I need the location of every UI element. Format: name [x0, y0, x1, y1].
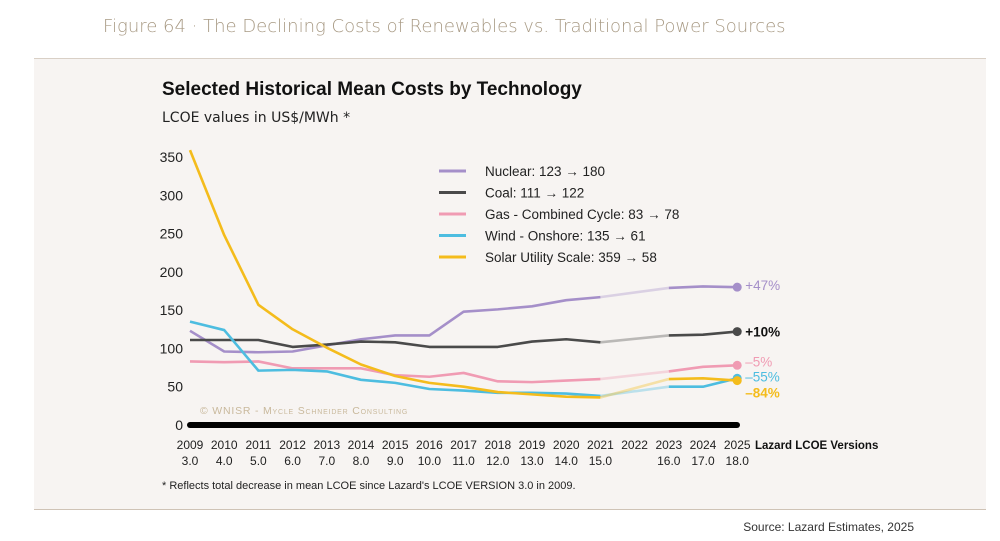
x-tick-label: 2016	[416, 438, 443, 452]
version-label: 8.0	[353, 454, 370, 468]
series-change-label: –55%	[745, 369, 780, 384]
x-tick-label: 2017	[450, 438, 477, 452]
version-label: 9.0	[387, 454, 404, 468]
x-tick-label: 2025	[724, 438, 751, 452]
y-tick-label: 300	[160, 187, 184, 203]
version-label: 6.0	[284, 454, 301, 468]
series-projection-segment	[600, 334, 669, 344]
chart-subtitle: LCOE values in US$/MWh *	[162, 110, 350, 126]
version-label: 12.0	[486, 454, 510, 468]
x-tick-label: 2021	[587, 438, 614, 452]
version-label: 5.0	[250, 454, 267, 468]
x-tick-label: 2014	[348, 438, 375, 452]
footnote: * Reflects total decrease in mean LCOE s…	[162, 480, 576, 492]
y-tick-label: 350	[160, 149, 184, 165]
series-line-3	[189, 320, 601, 398]
x-tick-label: 2015	[382, 438, 409, 452]
legend-entry: Wind - Onshore: 135 → 61	[485, 229, 646, 244]
x-tick-label: 2012	[279, 438, 306, 452]
version-label: 7.0	[318, 454, 335, 468]
series-projection-segment	[600, 385, 669, 398]
version-label: 11.0	[452, 454, 475, 468]
series-projection-segment	[600, 370, 669, 381]
series-change-label: +10%	[745, 325, 780, 340]
x-tick-label: 2010	[211, 438, 238, 452]
legend-entry: Nuclear: 123 → 180	[485, 164, 605, 179]
version-label: 18.0	[726, 454, 750, 468]
series-line-recent-4	[668, 376, 738, 382]
figure-title: Figure 64 · The Declining Costs of Renew…	[103, 16, 786, 37]
y-tick-label: 0	[175, 417, 183, 433]
chart-title: Selected Historical Mean Costs by Techno…	[162, 79, 582, 100]
series-end-marker	[732, 282, 742, 292]
legend-entry: Gas - Combined Cycle: 83 → 78	[485, 207, 679, 222]
watermark: © WNISR - Mycle Schneider Consulting	[200, 405, 408, 417]
series-line-0	[189, 295, 601, 354]
series-end-marker	[732, 376, 742, 386]
series-change-label: –5%	[745, 354, 772, 369]
series-line-4	[188, 149, 601, 399]
source-note: Source: Lazard Estimates, 2025	[743, 520, 914, 534]
x-tick-label: 2023	[655, 438, 682, 452]
y-tick-label: 100	[160, 340, 184, 356]
x-tick-label: 2011	[245, 438, 271, 452]
series-line-1	[190, 337, 601, 349]
series-change-label: –84%	[745, 386, 780, 401]
x-tick-label: 2020	[553, 438, 580, 452]
y-tick-label: 150	[160, 302, 184, 318]
version-label: 13.0	[520, 454, 544, 468]
version-label: 15.0	[589, 454, 613, 468]
series-line-recent-1	[668, 330, 738, 337]
series-line-recent-2	[668, 363, 738, 373]
series-change-label: +47%	[745, 278, 780, 293]
chart-panel	[34, 58, 986, 510]
version-label: 17.0	[691, 454, 715, 468]
version-label: 4.0	[216, 454, 233, 468]
x-axis-label: Lazard LCOE Versions	[755, 440, 878, 452]
x-tick-label: 2022	[621, 438, 648, 452]
series-end-marker	[732, 327, 742, 337]
x-tick-label: 2018	[484, 438, 511, 452]
x-tick-label: 2009	[177, 438, 204, 452]
series-line-recent-0	[668, 285, 738, 290]
legend-entry: Solar Utility Scale: 359 → 58	[485, 250, 657, 265]
series-projection-segment	[600, 377, 670, 399]
series-projection-segment	[600, 286, 669, 299]
y-tick-label: 250	[160, 226, 184, 242]
y-tick-label: 200	[160, 264, 184, 280]
legend-entry: Coal: 111 → 122	[485, 186, 584, 201]
version-label: 10.0	[418, 454, 442, 468]
version-label: 3.0	[182, 454, 199, 468]
y-tick-label: 50	[167, 379, 183, 395]
x-tick-label: 2013	[313, 438, 340, 452]
series-line-2	[189, 360, 601, 384]
version-label: 16.0	[657, 454, 681, 468]
series-end-marker	[732, 360, 742, 370]
version-label: 14.0	[555, 454, 579, 468]
x-tick-label: 2024	[690, 438, 717, 452]
x-tick-label: 2019	[519, 438, 546, 452]
